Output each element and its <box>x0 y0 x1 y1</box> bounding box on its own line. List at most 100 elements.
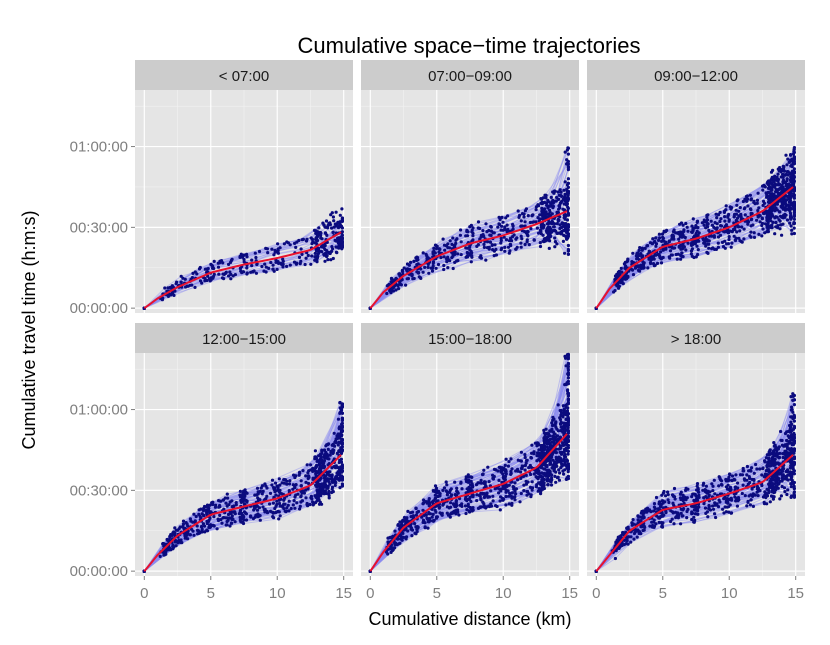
data-point <box>510 235 515 239</box>
data-point <box>170 533 174 538</box>
y-tick-label: 01:00:00 <box>70 402 128 419</box>
data-point <box>772 192 776 196</box>
data-point <box>393 529 397 533</box>
data-point <box>784 184 788 188</box>
data-point <box>300 499 304 503</box>
data-point <box>540 471 544 475</box>
data-point <box>556 460 561 464</box>
data-point <box>394 288 398 292</box>
data-point <box>447 506 451 510</box>
data-point <box>520 212 525 216</box>
data-point <box>181 276 185 280</box>
data-point <box>654 253 658 257</box>
data-point <box>556 403 560 407</box>
data-point <box>630 268 635 272</box>
data-point <box>330 490 334 495</box>
data-point <box>530 480 534 484</box>
data-point <box>421 508 425 512</box>
data-point <box>311 469 315 473</box>
data-point <box>207 519 211 524</box>
data-point <box>319 457 323 461</box>
data-point <box>470 475 474 479</box>
data-point <box>303 262 307 267</box>
x-tick-label: 10 <box>495 585 512 602</box>
data-point <box>414 525 418 529</box>
data-point <box>265 511 270 515</box>
data-point <box>527 243 531 247</box>
data-point <box>502 235 506 239</box>
data-point <box>496 225 500 229</box>
data-point <box>737 214 741 218</box>
data-point <box>702 223 706 227</box>
data-point <box>727 231 731 235</box>
data-point <box>491 477 495 481</box>
data-point <box>404 537 408 541</box>
data-point <box>238 489 242 493</box>
data-point <box>385 284 389 288</box>
data-point <box>200 524 204 529</box>
data-point <box>746 204 750 208</box>
facet-strip <box>135 60 353 90</box>
data-point <box>696 252 700 257</box>
data-point <box>560 463 565 467</box>
data-point <box>677 237 681 241</box>
data-point <box>562 430 567 434</box>
data-point <box>295 501 299 505</box>
data-point <box>299 247 303 251</box>
data-point <box>470 485 474 489</box>
data-point <box>672 228 676 232</box>
data-point <box>519 466 524 471</box>
data-point <box>537 443 541 447</box>
data-point <box>489 502 493 506</box>
facet-strip-label: 15:00−18:00 <box>428 331 512 348</box>
data-point <box>507 483 511 487</box>
data-point <box>549 195 553 199</box>
data-point <box>765 212 770 216</box>
data-point <box>238 518 242 522</box>
data-point <box>335 251 339 255</box>
data-point <box>487 480 491 484</box>
data-point <box>219 259 224 263</box>
data-point <box>565 389 570 393</box>
facet-strip-label: 12:00−15:00 <box>202 331 286 348</box>
data-point <box>335 471 339 475</box>
data-point <box>792 210 797 214</box>
data-point <box>696 226 700 230</box>
data-point <box>524 473 528 477</box>
facet-strip <box>135 323 353 353</box>
data-point <box>288 263 292 267</box>
data-point <box>445 257 449 261</box>
data-point <box>504 490 508 494</box>
data-point <box>508 491 512 495</box>
data-point <box>778 199 782 203</box>
data-point <box>716 213 721 217</box>
data-point <box>523 242 527 247</box>
data-point <box>566 181 571 185</box>
data-point <box>513 481 517 485</box>
data-point <box>547 246 551 250</box>
data-point <box>455 237 459 241</box>
data-point <box>313 255 317 259</box>
data-point <box>765 181 769 185</box>
data-point <box>790 228 794 232</box>
data-point <box>416 271 421 275</box>
data-point <box>761 227 765 231</box>
data-point <box>522 215 526 219</box>
data-point <box>255 486 260 490</box>
data-point <box>184 285 188 289</box>
data-point <box>487 228 491 233</box>
data-point <box>559 458 563 462</box>
data-point <box>563 194 567 198</box>
data-point <box>649 258 653 262</box>
data-point <box>497 491 501 495</box>
data-point <box>529 455 533 460</box>
data-point <box>283 502 287 506</box>
data-point <box>557 193 561 197</box>
data-point <box>554 229 558 233</box>
trajectory-line <box>595 153 794 309</box>
data-point <box>565 187 569 191</box>
data-point <box>407 263 411 267</box>
data-point <box>210 501 214 505</box>
data-point <box>181 522 185 526</box>
data-point <box>738 206 742 210</box>
